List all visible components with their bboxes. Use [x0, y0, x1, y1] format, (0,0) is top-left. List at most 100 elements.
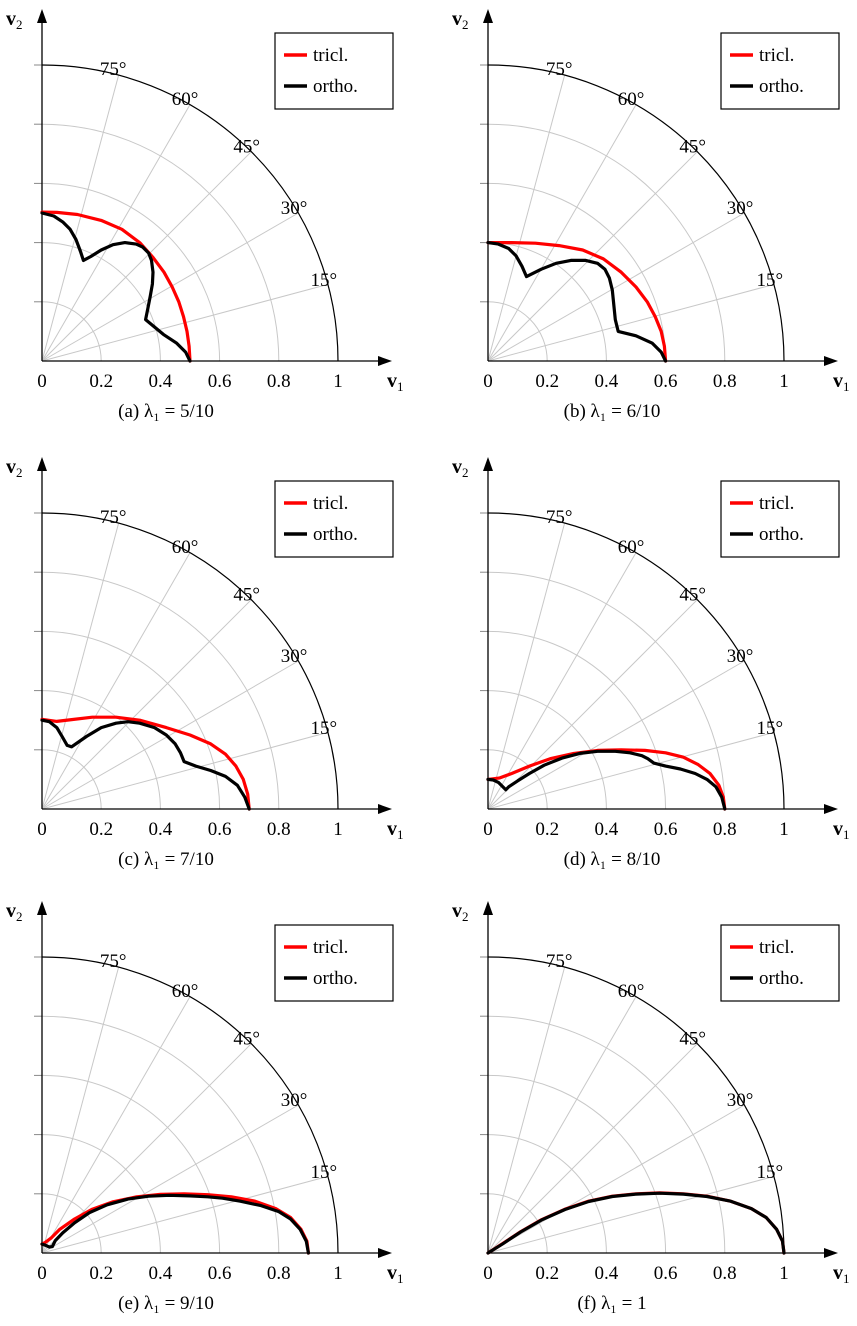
grid-ray-30 [41, 660, 299, 810]
x-tick-label: 0.2 [535, 819, 559, 840]
x-tick-label: 0.4 [595, 819, 619, 840]
angle-label-60: 60° [618, 89, 645, 110]
x-tick-label: 0.8 [267, 819, 291, 840]
legend-box [720, 480, 840, 558]
x-tick-label: 0.6 [208, 819, 232, 840]
series-tricl [486, 748, 727, 811]
angle-label-45: 45° [233, 136, 260, 157]
series-tricl [486, 1191, 786, 1255]
legend-label-0: tricl. [759, 45, 794, 66]
angle-label-60: 60° [172, 89, 199, 110]
y-axis-label-sub: 2 [16, 909, 23, 924]
y-axis-arrow [483, 901, 493, 915]
y-axis-arrow [37, 457, 47, 471]
legend-box [720, 924, 840, 1002]
panel-e: 0 0.2 0.4 0.6 0.8 115°30°45°60°75°v1v2tricl.o… [6, 900, 404, 1314]
angle-label-60: 60° [172, 981, 199, 1002]
legend-box [274, 924, 394, 1002]
y-axis-label-main: v [452, 456, 462, 478]
grid-ray-15 [487, 283, 775, 362]
x-tick-label: 0 [37, 819, 47, 840]
x-axis-label-main: v [833, 370, 843, 392]
y-axis-label: v2 [6, 456, 23, 480]
y-axis-arrow [37, 901, 47, 915]
grid-ray-30 [487, 1104, 745, 1254]
x-tick-label: 0.8 [713, 819, 737, 840]
panel-a: 0 0.2 0.4 0.6 0.8 115°30°45°60°75°v1v2tricl.o… [6, 8, 404, 422]
legend-label-1: ortho. [313, 524, 358, 545]
grid-ray-30 [487, 212, 745, 362]
series-ortho [40, 1193, 310, 1255]
legend-label-0: tricl. [313, 493, 348, 514]
x-tick-label: 1 [779, 819, 789, 840]
x-tick-label: 0.8 [267, 1263, 291, 1284]
x-axis-label-sub: 1 [397, 379, 404, 394]
angle-label-75: 75° [100, 59, 127, 80]
angle-label-45: 45° [679, 136, 706, 157]
grid-ray-75 [41, 522, 120, 810]
x-tick-label: 0.2 [535, 1263, 559, 1284]
x-axis-label: v1 [387, 1262, 404, 1286]
x-axis-label-sub: 1 [397, 827, 404, 842]
angle-label-45: 45° [679, 1028, 706, 1049]
x-tick-label: 0 [37, 1263, 47, 1284]
x-tick-label: 0.8 [713, 1263, 737, 1284]
grid-ray-60 [41, 552, 191, 810]
grid-ray-30 [41, 1104, 299, 1254]
x-tick-label: 0.2 [89, 819, 113, 840]
grid-ray-30 [41, 212, 299, 362]
angle-label-15: 15° [311, 1162, 338, 1183]
x-axis-label-main: v [833, 818, 843, 840]
panel-b: 0 0.2 0.4 0.6 0.8 115°30°45°60°75°v1v2tricl.o… [452, 8, 850, 422]
angle-label-30: 30° [727, 1090, 754, 1111]
series-ortho [486, 241, 668, 363]
x-axis-label: v1 [387, 370, 404, 394]
angle-label-15: 15° [757, 1162, 784, 1183]
x-tick-label: 0.4 [595, 1263, 619, 1284]
grid-ray-45 [487, 151, 698, 362]
y-axis-label-main: v [6, 900, 16, 922]
y-axis-label-main: v [6, 8, 16, 30]
x-axis-label-sub: 1 [843, 827, 850, 842]
x-axis-label: v1 [833, 1262, 850, 1286]
y-axis-arrow [483, 457, 493, 471]
y-axis-label-sub: 2 [462, 17, 469, 32]
outer-arc [41, 956, 339, 1254]
y-axis-label-main: v [452, 8, 462, 30]
caption: (a) λ₁ = 5/10 [118, 401, 214, 422]
x-tick-label: 0.6 [208, 1263, 232, 1284]
x-tick-label: 0 [37, 371, 47, 392]
angle-label-45: 45° [233, 1028, 260, 1049]
x-axis-arrow [378, 804, 392, 814]
angle-label-75: 75° [100, 951, 127, 972]
x-tick-label: 0 [483, 371, 493, 392]
grid-ray-75 [487, 74, 566, 362]
series-tricl [40, 210, 192, 363]
legend-box [720, 32, 840, 110]
x-tick-label: 1 [333, 819, 343, 840]
x-tick-label: 1 [779, 371, 789, 392]
x-tick-label: 0.6 [208, 371, 232, 392]
angle-label-15: 15° [311, 718, 338, 739]
y-axis-label: v2 [452, 900, 469, 924]
grid-ray-45 [487, 1043, 698, 1254]
angle-label-30: 30° [281, 198, 308, 219]
x-tick-label: 0 [483, 1263, 493, 1284]
angle-label-15: 15° [757, 270, 784, 291]
x-axis-label-sub: 1 [843, 1271, 850, 1286]
outer-arc [487, 64, 785, 362]
grid-ray-15 [41, 731, 329, 810]
y-axis-label-sub: 2 [16, 17, 23, 32]
grid-ray-15 [41, 1175, 329, 1254]
x-tick-label: 1 [779, 1263, 789, 1284]
panel-c: 0 0.2 0.4 0.6 0.8 115°30°45°60°75°v1v2tricl.o… [6, 456, 404, 870]
legend-label-0: tricl. [759, 493, 794, 514]
x-tick-label: 1 [333, 1263, 343, 1284]
caption: (c) λ₁ = 7/10 [118, 849, 214, 870]
angle-label-60: 60° [618, 537, 645, 558]
x-axis-arrow [378, 356, 392, 366]
series-ortho [486, 749, 727, 811]
y-axis-arrow [483, 9, 493, 23]
legend-label-1: ortho. [759, 76, 804, 97]
